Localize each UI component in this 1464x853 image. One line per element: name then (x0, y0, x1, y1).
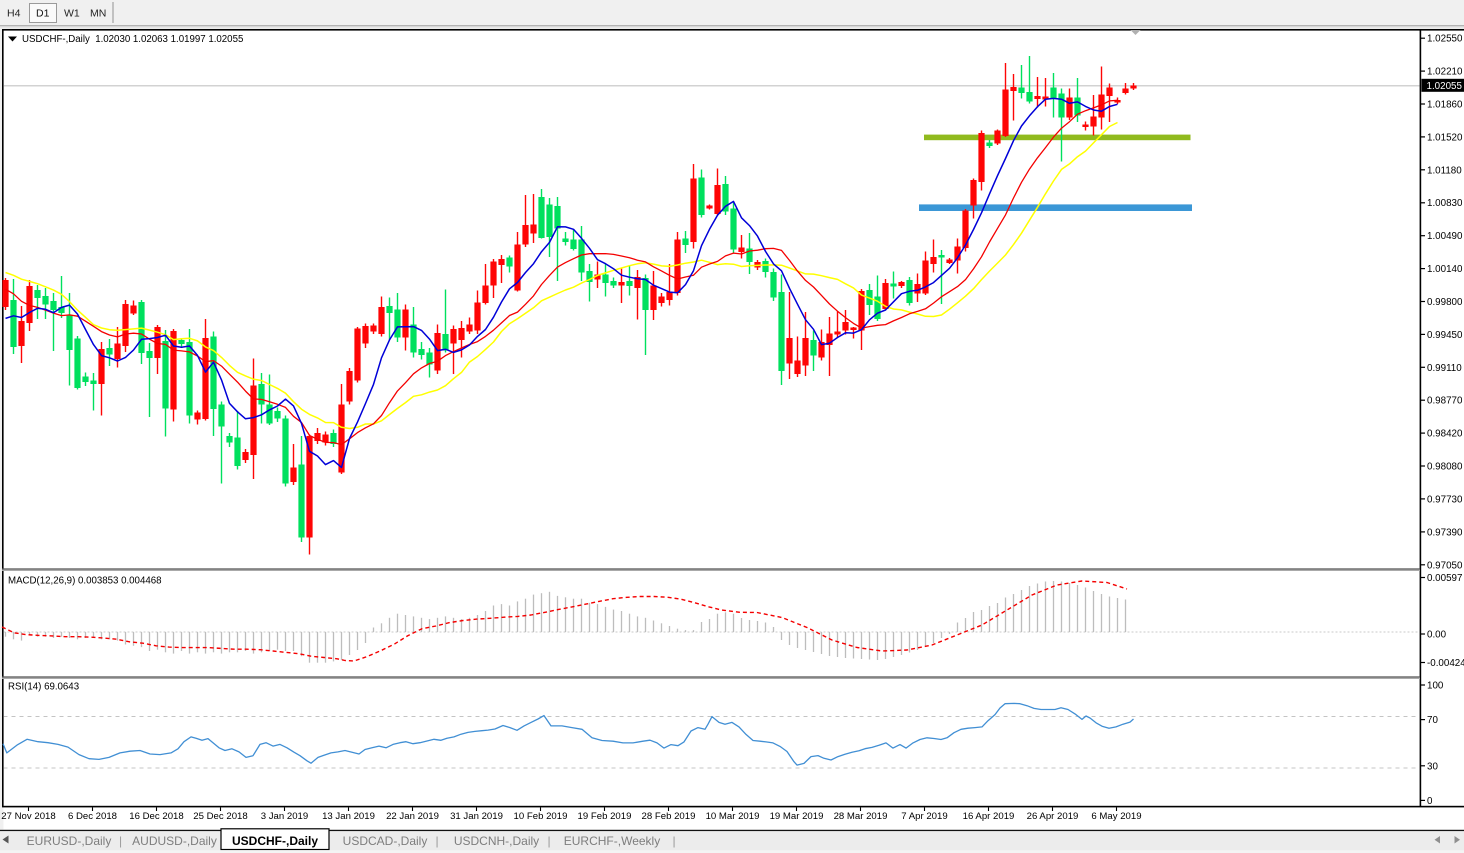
svg-text:0.98420: 0.98420 (1427, 429, 1463, 440)
svg-text:0.99110: 0.99110 (1427, 363, 1462, 374)
svg-text:D1: D1 (36, 8, 50, 20)
svg-text:0.99800: 0.99800 (1427, 297, 1463, 308)
svg-text:0.97390: 0.97390 (1427, 527, 1463, 538)
svg-text:100: 100 (1427, 681, 1444, 692)
svg-text:0.98080: 0.98080 (1427, 462, 1463, 473)
svg-text:28 Mar 2019: 28 Mar 2019 (834, 811, 888, 822)
svg-text:0.97730: 0.97730 (1427, 494, 1463, 505)
svg-text:|: | (119, 834, 122, 848)
svg-text:6 May 2019: 6 May 2019 (1091, 811, 1141, 822)
svg-text:USDCHF-,Daily: USDCHF-,Daily (232, 834, 318, 848)
svg-text:0.00: 0.00 (1427, 630, 1447, 641)
svg-text:27 Nov 2018: 27 Nov 2018 (1, 811, 55, 822)
svg-text:31 Jan 2019: 31 Jan 2019 (450, 811, 503, 822)
svg-text:USDCAD-,Daily: USDCAD-,Daily (343, 834, 428, 848)
svg-text:0.99450: 0.99450 (1427, 330, 1463, 341)
svg-text:USDCNH-,Daily: USDCNH-,Daily (454, 834, 539, 848)
svg-text:EURUSD-,Daily: EURUSD-,Daily (27, 834, 112, 848)
svg-text:30: 30 (1427, 761, 1438, 772)
svg-text:AUDUSD-,Daily: AUDUSD-,Daily (132, 834, 217, 848)
svg-text:26 Apr 2019: 26 Apr 2019 (1027, 811, 1079, 822)
svg-text:|: | (435, 834, 438, 848)
svg-text:0: 0 (1427, 796, 1433, 807)
svg-text:0.98770: 0.98770 (1427, 396, 1463, 407)
svg-text:|: | (547, 834, 550, 848)
svg-text:0.97050: 0.97050 (1427, 560, 1463, 571)
svg-text:1.01860: 1.01860 (1427, 100, 1463, 111)
svg-text:25 Dec 2018: 25 Dec 2018 (193, 811, 247, 822)
svg-text:USDCHF-,Daily 1.02030 1.02063: USDCHF-,Daily 1.02030 1.02063 1.01997 1.… (22, 34, 243, 45)
svg-text:28 Feb 2019: 28 Feb 2019 (642, 811, 696, 822)
svg-text:1.01180: 1.01180 (1427, 165, 1462, 176)
svg-text:1.02550: 1.02550 (1427, 34, 1463, 45)
svg-text:1.00830: 1.00830 (1427, 198, 1463, 209)
svg-text:EURCHF-,Weekly: EURCHF-,Weekly (564, 834, 660, 848)
svg-text:6 Dec 2018: 6 Dec 2018 (68, 811, 117, 822)
svg-text:W1: W1 (64, 8, 80, 20)
svg-text:19 Mar 2019: 19 Mar 2019 (770, 811, 824, 822)
svg-text:H4: H4 (7, 8, 21, 20)
svg-text:0.00597: 0.00597 (1427, 573, 1462, 584)
svg-text:1.00490: 1.00490 (1427, 231, 1463, 242)
svg-text:70: 70 (1427, 715, 1438, 726)
svg-text:MACD(12,26,9) 0.003853 0.00446: MACD(12,26,9) 0.003853 0.004468 (8, 576, 162, 587)
svg-text:1.00140: 1.00140 (1427, 264, 1463, 275)
svg-text:MN: MN (90, 8, 106, 20)
svg-text:3 Jan 2019: 3 Jan 2019 (261, 811, 308, 822)
svg-text:16 Apr 2019: 16 Apr 2019 (963, 811, 1015, 822)
svg-text:10 Mar 2019: 10 Mar 2019 (706, 811, 760, 822)
svg-text:1.02210: 1.02210 (1427, 67, 1463, 78)
svg-text:RSI(14) 69.0643: RSI(14) 69.0643 (8, 682, 79, 693)
svg-text:7 Apr 2019: 7 Apr 2019 (901, 811, 947, 822)
svg-text:19 Feb 2019: 19 Feb 2019 (578, 811, 632, 822)
svg-text:22 Jan 2019: 22 Jan 2019 (386, 811, 439, 822)
svg-text:10 Feb 2019: 10 Feb 2019 (514, 811, 568, 822)
svg-text:1.02055: 1.02055 (1427, 81, 1463, 92)
svg-text:16 Dec 2018: 16 Dec 2018 (129, 811, 183, 822)
svg-text:-0.004243: -0.004243 (1427, 658, 1464, 669)
svg-text:1.01520: 1.01520 (1427, 132, 1463, 143)
svg-text:|: | (672, 834, 675, 848)
svg-text:13 Jan 2019: 13 Jan 2019 (322, 811, 375, 822)
